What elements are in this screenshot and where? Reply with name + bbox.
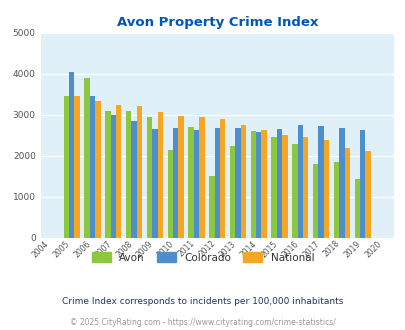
Bar — [323, 140, 328, 238]
Bar — [69, 72, 74, 238]
Legend: Avon, Colorado, National: Avon, Colorado, National — [87, 248, 318, 267]
Bar — [105, 111, 110, 238]
Bar — [193, 130, 198, 238]
Bar — [297, 125, 302, 238]
Bar — [250, 131, 256, 238]
Bar — [152, 129, 157, 238]
Bar — [209, 176, 214, 238]
Bar — [261, 130, 266, 238]
Bar — [312, 164, 318, 238]
Bar — [302, 137, 308, 238]
Title: Avon Property Crime Index: Avon Property Crime Index — [116, 16, 317, 29]
Bar — [229, 146, 235, 238]
Bar — [110, 115, 116, 238]
Text: © 2025 CityRating.com - https://www.cityrating.com/crime-statistics/: © 2025 CityRating.com - https://www.city… — [70, 318, 335, 327]
Bar — [126, 111, 131, 238]
Bar — [188, 127, 193, 238]
Bar — [359, 130, 364, 238]
Bar — [131, 121, 136, 238]
Bar — [95, 101, 100, 238]
Bar — [84, 78, 90, 238]
Bar — [281, 135, 287, 238]
Bar — [147, 117, 152, 238]
Bar — [292, 144, 297, 238]
Bar — [90, 96, 95, 238]
Bar — [214, 128, 220, 238]
Bar — [276, 129, 281, 238]
Bar — [271, 137, 276, 238]
Bar — [136, 106, 142, 238]
Bar — [220, 119, 225, 238]
Bar — [178, 116, 183, 238]
Bar — [333, 162, 338, 238]
Bar — [344, 148, 349, 238]
Bar — [116, 105, 121, 238]
Bar — [354, 179, 359, 238]
Bar — [338, 128, 344, 238]
Bar — [167, 149, 173, 238]
Bar — [240, 125, 245, 238]
Bar — [198, 117, 204, 238]
Bar — [74, 96, 80, 238]
Bar — [64, 96, 69, 238]
Bar — [256, 132, 261, 238]
Text: Crime Index corresponds to incidents per 100,000 inhabitants: Crime Index corresponds to incidents per… — [62, 297, 343, 307]
Bar — [364, 151, 370, 238]
Bar — [173, 128, 178, 238]
Bar — [318, 126, 323, 238]
Bar — [157, 113, 162, 238]
Bar — [235, 128, 240, 238]
